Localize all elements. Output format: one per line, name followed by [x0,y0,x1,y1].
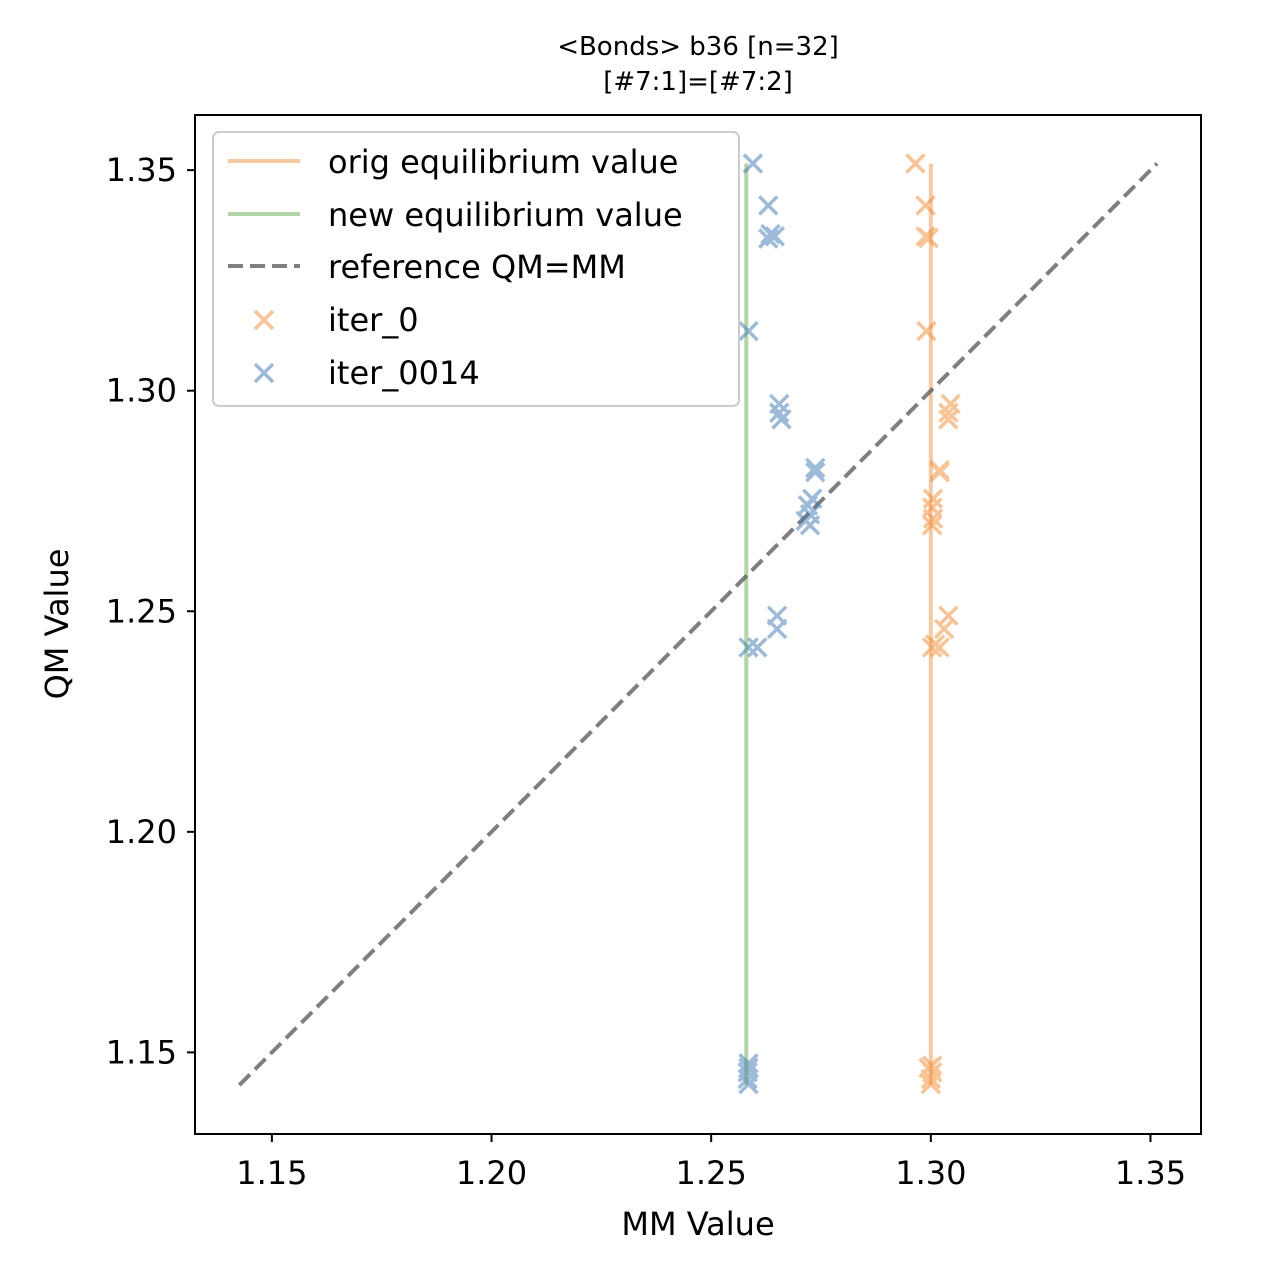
data-point-iter_0014 [758,195,779,216]
data-point-iter_0 [924,634,946,655]
data-point-iter_0 [921,515,943,536]
x-axis-label: MM Value [621,1205,774,1243]
data-point-iter_0 [915,195,936,216]
data-point-iter_0014 [738,320,759,342]
y-tick-label: 1.30 [106,372,177,410]
data-point-iter_0 [938,605,959,626]
axis-ticks: 1.15 1.20 1.25 1.30 1.35 1.15 1.20 1.25 1.30 1.35 [106,151,1186,1192]
data-point-iter_0014 [737,1068,758,1090]
y-tick-label: 1.15 [106,1033,177,1071]
legend-orig-label: orig equilibrium value [328,143,678,181]
legend-x-icon [253,362,275,384]
data-point-iter_0 [938,402,959,423]
data-points [737,153,961,1095]
data-point-iter_0014 [771,409,792,430]
data-point-iter_0 [920,1073,942,1095]
data-point-iter_0 [920,1068,942,1090]
data-point-iter_0014 [738,1073,759,1095]
x-tick-label: 1.20 [456,1154,527,1192]
data-point-iter_0014 [764,226,786,247]
chart-lines [237,162,1159,1087]
y-tick-label: 1.25 [106,592,177,630]
data-point-iter_0014 [769,402,790,423]
legend-iter-0-label: iter_0 [328,301,419,339]
data-point-iter_0014 [747,637,768,658]
legend-new-label: new equilibrium value [328,196,683,234]
x-tick-label: 1.15 [236,1154,307,1192]
data-point-iter_0014 [742,153,764,174]
data-point-iter_0 [905,153,926,174]
chart-title: <Bonds> b36 [n=32] [557,32,839,62]
data-point-iter_0014 [805,457,826,479]
y-tick-label: 1.20 [106,813,177,851]
data-point-iter_0014 [799,515,821,536]
data-point-iter_0 [933,618,955,640]
legend-iter-0014-marker-icon [253,362,275,384]
data-point-iter_0 [938,409,959,430]
x-tick-label: 1.25 [676,1154,747,1192]
data-point-iter_0 [929,462,950,483]
legend-x-icon [253,309,275,331]
reference-qm-mm-line [237,162,1159,1087]
legend-iter-0-marker-icon [253,309,275,331]
plot-frame [194,114,1202,1135]
legend: orig equilibrium value new equilibrium v… [212,131,740,407]
y-axis-label: QM Value [38,549,76,700]
data-point-iter_0 [916,320,937,342]
series-iter_0 [905,153,961,1095]
legend-box [212,131,740,407]
data-point-iter_0 [922,508,944,529]
data-point-iter_0014 [805,462,826,483]
x-tick-label: 1.30 [895,1154,966,1192]
series-iter_0014 [737,153,826,1095]
data-point-iter_0014 [758,228,779,249]
data-point-iter_0014 [766,618,788,640]
x-tick-label: 1.35 [1115,1154,1186,1192]
data-point-iter_0014 [738,637,759,658]
y-tick-label: 1.35 [106,151,177,189]
chart-subtitle: [#7:1]=[#7:2] [603,67,793,97]
legend-iter-0014-label: iter_0014 [328,354,480,392]
legend-reference-label: reference QM=MM [328,248,626,286]
data-point-iter_0 [918,227,939,249]
